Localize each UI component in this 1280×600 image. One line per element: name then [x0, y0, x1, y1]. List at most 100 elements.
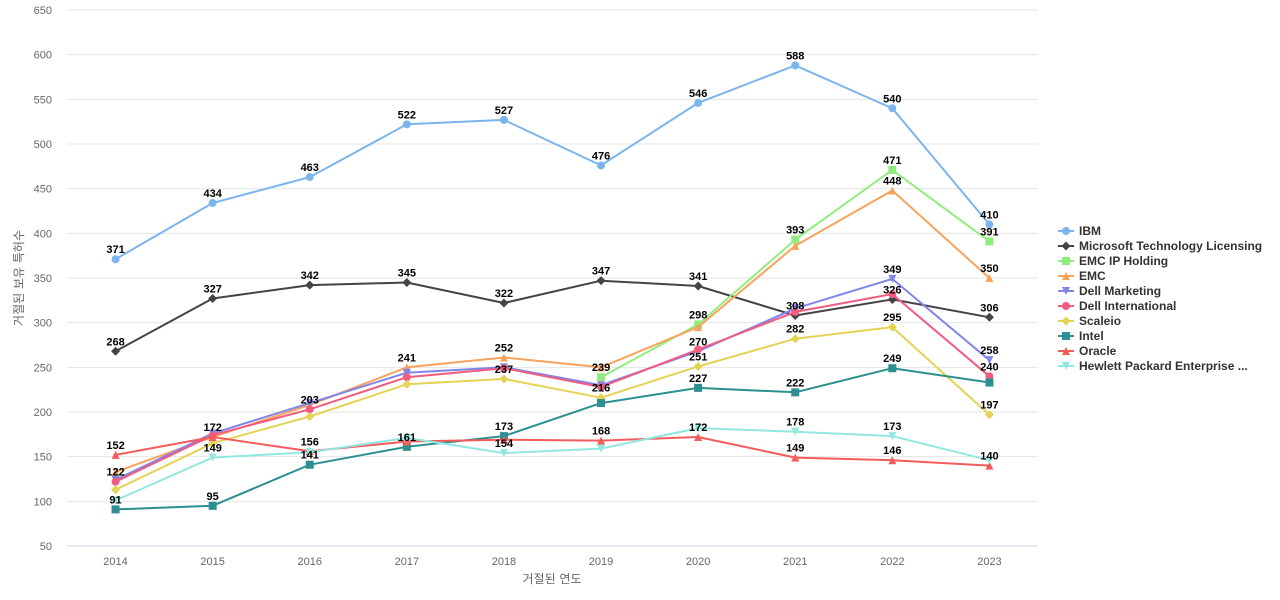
microsoft-technology-licensing-data-label: 327	[203, 284, 221, 296]
ibm-data-label: 463	[301, 162, 319, 174]
legend-label: Dell International	[1079, 299, 1176, 313]
legend-item-emc-ip-holding[interactable]: EMC IP Holding	[1058, 254, 1168, 268]
ibm-point	[597, 161, 606, 170]
intel-data-label: 249	[883, 353, 901, 365]
scaleio-point	[693, 361, 703, 371]
ibm-line	[114, 64, 991, 261]
microsoft-technology-licensing-data-label: 322	[495, 288, 513, 300]
dell-international-data-label: 240	[980, 361, 998, 373]
hewlett-packard-enterprise-point	[499, 449, 508, 458]
y-tick-label: 550	[34, 94, 52, 106]
series-group	[111, 61, 994, 514]
legend-item-scaleio[interactable]: Scaleio	[1058, 314, 1121, 328]
y-tick-label: 250	[34, 362, 52, 374]
emc-ip-holding-data-label: 298	[689, 309, 707, 321]
legend-label: Dell Marketing	[1079, 284, 1161, 298]
dell-international-point	[305, 405, 314, 414]
dell-international-point	[791, 307, 800, 316]
dell-international-data-label: 122	[106, 467, 124, 479]
ibm-point	[111, 255, 120, 264]
dell-marketing-data-label: 349	[883, 264, 901, 276]
legend-item-ibm[interactable]: IBM	[1058, 224, 1101, 238]
ibm-point	[402, 120, 411, 129]
scaleio-data-label: 295	[883, 312, 901, 324]
scaleio-point	[790, 334, 800, 344]
hewlett-packard-enterprise-line	[114, 427, 991, 502]
emc-line	[114, 189, 991, 473]
legend-item-dell-international[interactable]: Dell International	[1058, 299, 1176, 313]
intel-point	[791, 388, 800, 397]
dell-international-point	[985, 372, 994, 381]
hewlett-packard-enterprise-point	[111, 496, 120, 505]
legend-label: Intel	[1079, 329, 1104, 343]
x-axis-ticks: 2014 2015 2016 2017 2018 2019 2020 2021 2022 2023	[103, 556, 1001, 568]
legend-marker	[1062, 227, 1070, 235]
oracle-point	[208, 433, 217, 442]
x-tick-label: 2022	[880, 556, 904, 568]
microsoft-technology-licensing-data-label: 342	[301, 270, 319, 282]
legend-label: EMC IP Holding	[1079, 254, 1168, 268]
emc-data-label: 241	[398, 352, 416, 364]
legend-item-oracle[interactable]: Oracle	[1058, 344, 1117, 358]
oracle-point	[791, 453, 800, 462]
ibm-point	[305, 173, 314, 182]
data-labels: 371 434 463 522 527 476 546 588 540 410 268 327 342 3…	[106, 50, 998, 506]
emc-ip-holding-data-label: 239	[592, 362, 610, 374]
hewlett-packard-enterprise-point	[597, 444, 606, 453]
y-tick-label: 400	[34, 228, 52, 240]
microsoft-technology-licensing-data-label: 345	[398, 267, 416, 279]
oracle-point	[694, 433, 703, 442]
oracle-point	[111, 450, 120, 459]
hewlett-packard-enterprise-point	[985, 456, 994, 465]
dell-international-point	[888, 290, 897, 299]
legend-label: Scaleio	[1079, 314, 1121, 328]
x-axis-title: 거절된 연도	[522, 572, 581, 586]
legend-item-microsoft-technology-licensing[interactable]: Microsoft Technology Licensing	[1058, 239, 1262, 253]
dell-marketing-point	[888, 274, 897, 283]
hewlett-packard-enterprise-data-label: 154	[495, 438, 514, 450]
ibm-data-label: 546	[689, 88, 707, 100]
scaleio-point	[111, 485, 121, 495]
microsoft-technology-licensing-data-label: 326	[883, 284, 901, 296]
scaleio-point	[887, 322, 897, 332]
oracle-data-label: 172	[689, 422, 707, 434]
emc-point	[694, 323, 703, 332]
x-tick-label: 2019	[589, 556, 613, 568]
microsoft-technology-licensing-data-label: 306	[980, 302, 998, 314]
emc-data-label: 350	[980, 263, 998, 275]
oracle-point	[985, 461, 994, 470]
emc-point	[985, 274, 994, 282]
ibm-data-label: 522	[398, 109, 416, 121]
legend-label: Microsoft Technology Licensing	[1079, 239, 1262, 253]
ibm-series	[111, 61, 994, 264]
scaleio-point	[499, 374, 509, 384]
legend-marker	[1062, 257, 1070, 265]
dell-marketing-data-label: 258	[980, 345, 998, 357]
intel-data-label: 141	[301, 450, 319, 462]
legend-marker	[1062, 347, 1070, 355]
y-axis-ticks: 50 100 150 200 250 300 350 400 450 500 550 600 650	[34, 5, 52, 553]
microsoft-technology-licensing-point	[984, 312, 994, 322]
emc-data-label: 448	[883, 175, 901, 187]
scaleio-data-label: 237	[495, 364, 513, 376]
intel-point	[402, 442, 411, 451]
ibm-data-label: 434	[203, 188, 222, 200]
legend-marker	[1061, 316, 1071, 326]
dell-international-point	[597, 382, 606, 391]
legend-item-intel[interactable]: Intel	[1058, 329, 1104, 343]
hewlett-packard-enterprise-point	[791, 427, 800, 436]
legend-marker	[1062, 287, 1070, 295]
legend-item-emc[interactable]: EMC	[1058, 269, 1106, 283]
x-tick-label: 2021	[783, 556, 807, 568]
emc-data-label: 252	[495, 343, 513, 355]
ibm-point	[499, 115, 508, 124]
legend-item-dell-marketing[interactable]: Dell Marketing	[1058, 284, 1161, 298]
hewlett-packard-enterprise-point	[305, 448, 314, 457]
microsoft-technology-licensing-data-label: 341	[689, 271, 707, 283]
x-tick-label: 2016	[298, 556, 322, 568]
microsoft-technology-licensing-data-label: 268	[106, 336, 124, 348]
scaleio-point	[305, 411, 315, 421]
legend-item-hewlett-packard-enterprise[interactable]: Hewlett Packard Enterprise ...	[1058, 359, 1248, 373]
y-tick-label: 450	[34, 184, 52, 196]
dell-international-series	[111, 290, 994, 486]
